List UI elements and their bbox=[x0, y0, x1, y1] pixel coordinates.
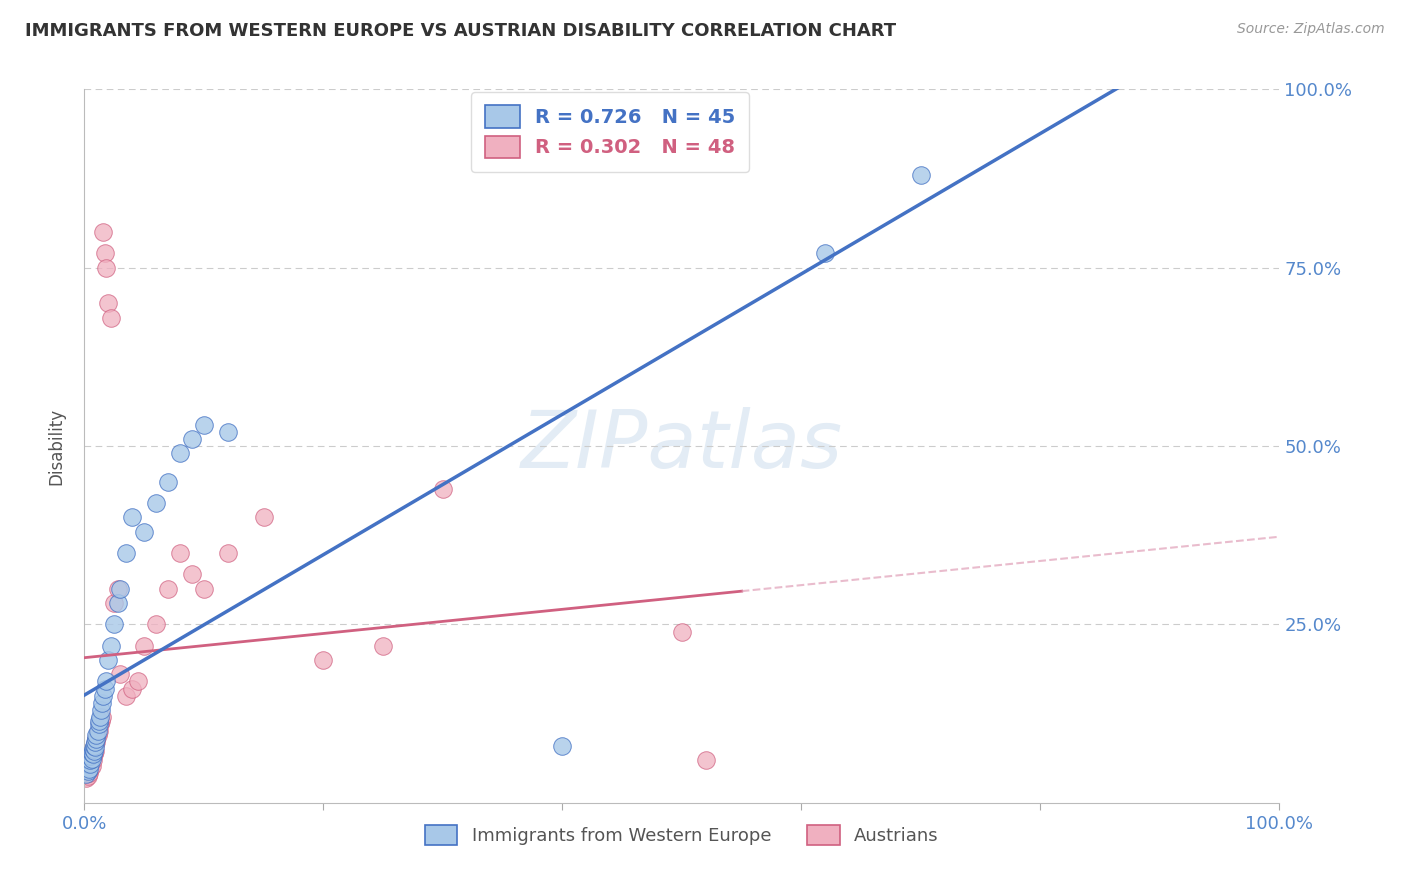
Point bbox=[87, 714, 110, 728]
Point bbox=[80, 746, 103, 760]
Point bbox=[77, 762, 100, 776]
Point bbox=[76, 764, 98, 778]
Point bbox=[132, 524, 156, 539]
Point bbox=[86, 724, 108, 739]
Point bbox=[97, 653, 120, 667]
Point bbox=[181, 432, 204, 446]
Point bbox=[76, 760, 98, 774]
Point bbox=[76, 767, 98, 781]
Point bbox=[110, 582, 132, 596]
Point bbox=[127, 674, 149, 689]
Point bbox=[82, 753, 104, 767]
Point bbox=[83, 744, 105, 758]
Point bbox=[169, 546, 191, 560]
Point bbox=[89, 717, 111, 731]
Point bbox=[77, 764, 100, 778]
Point bbox=[93, 681, 115, 696]
Point bbox=[79, 756, 101, 771]
Point bbox=[97, 296, 120, 310]
Point bbox=[115, 689, 138, 703]
Point bbox=[87, 717, 110, 731]
Point bbox=[82, 742, 104, 756]
Point bbox=[695, 753, 717, 767]
Point bbox=[83, 747, 105, 762]
Point bbox=[157, 582, 180, 596]
Point bbox=[103, 617, 125, 632]
Point bbox=[432, 482, 454, 496]
Point bbox=[79, 749, 101, 764]
Point bbox=[100, 639, 122, 653]
Point bbox=[132, 639, 156, 653]
Point bbox=[91, 696, 114, 710]
Point bbox=[217, 546, 239, 560]
Text: IMMIGRANTS FROM WESTERN EUROPE VS AUSTRIAN DISABILITY CORRELATION CHART: IMMIGRANTS FROM WESTERN EUROPE VS AUSTRI… bbox=[25, 22, 897, 40]
Point bbox=[312, 653, 335, 667]
Point bbox=[93, 246, 115, 260]
Point bbox=[79, 755, 101, 769]
Point bbox=[86, 731, 108, 746]
Point bbox=[671, 624, 693, 639]
Point bbox=[93, 689, 115, 703]
Point bbox=[84, 740, 107, 755]
Point bbox=[77, 753, 100, 767]
Point bbox=[80, 758, 103, 772]
Point bbox=[77, 769, 100, 783]
Point bbox=[87, 724, 110, 739]
Point bbox=[121, 510, 143, 524]
Point bbox=[217, 425, 239, 439]
Point bbox=[82, 746, 104, 760]
Point bbox=[83, 740, 105, 755]
Point bbox=[77, 760, 100, 774]
Point bbox=[75, 767, 97, 781]
Point bbox=[107, 596, 129, 610]
Point bbox=[84, 737, 107, 751]
Point bbox=[100, 310, 122, 325]
Point bbox=[193, 417, 215, 432]
Point bbox=[145, 496, 167, 510]
Point bbox=[86, 728, 108, 742]
Point bbox=[373, 639, 395, 653]
Point bbox=[77, 765, 100, 780]
Point bbox=[86, 735, 108, 749]
Point bbox=[90, 703, 112, 717]
Point bbox=[77, 756, 100, 771]
Point bbox=[91, 710, 114, 724]
Point bbox=[107, 582, 129, 596]
Point bbox=[157, 475, 180, 489]
Legend: Immigrants from Western Europe, Austrians: Immigrants from Western Europe, Austrian… bbox=[412, 812, 952, 858]
Point bbox=[253, 510, 276, 524]
Y-axis label: Disability: Disability bbox=[48, 408, 66, 484]
Point bbox=[910, 168, 932, 182]
Text: ZIPatlas: ZIPatlas bbox=[520, 407, 844, 485]
Point bbox=[103, 596, 125, 610]
Point bbox=[83, 739, 105, 753]
Point bbox=[79, 753, 101, 767]
Point bbox=[93, 225, 115, 239]
Point bbox=[86, 731, 108, 746]
Point bbox=[77, 756, 100, 771]
Point bbox=[181, 567, 204, 582]
Point bbox=[121, 681, 143, 696]
Point bbox=[80, 749, 103, 764]
Point bbox=[551, 739, 574, 753]
Point bbox=[79, 762, 101, 776]
Point bbox=[89, 710, 111, 724]
Point bbox=[86, 728, 108, 742]
Text: Source: ZipAtlas.com: Source: ZipAtlas.com bbox=[1237, 22, 1385, 37]
Point bbox=[82, 747, 104, 762]
Point bbox=[814, 246, 837, 260]
Point bbox=[145, 617, 167, 632]
Point bbox=[169, 446, 191, 460]
Point bbox=[80, 751, 103, 765]
Point bbox=[90, 714, 112, 728]
Point bbox=[75, 771, 97, 785]
Point bbox=[193, 582, 215, 596]
Point bbox=[84, 744, 107, 758]
Point bbox=[94, 260, 117, 275]
Point bbox=[84, 735, 107, 749]
Point bbox=[94, 674, 117, 689]
Point bbox=[110, 667, 132, 681]
Point bbox=[115, 546, 138, 560]
